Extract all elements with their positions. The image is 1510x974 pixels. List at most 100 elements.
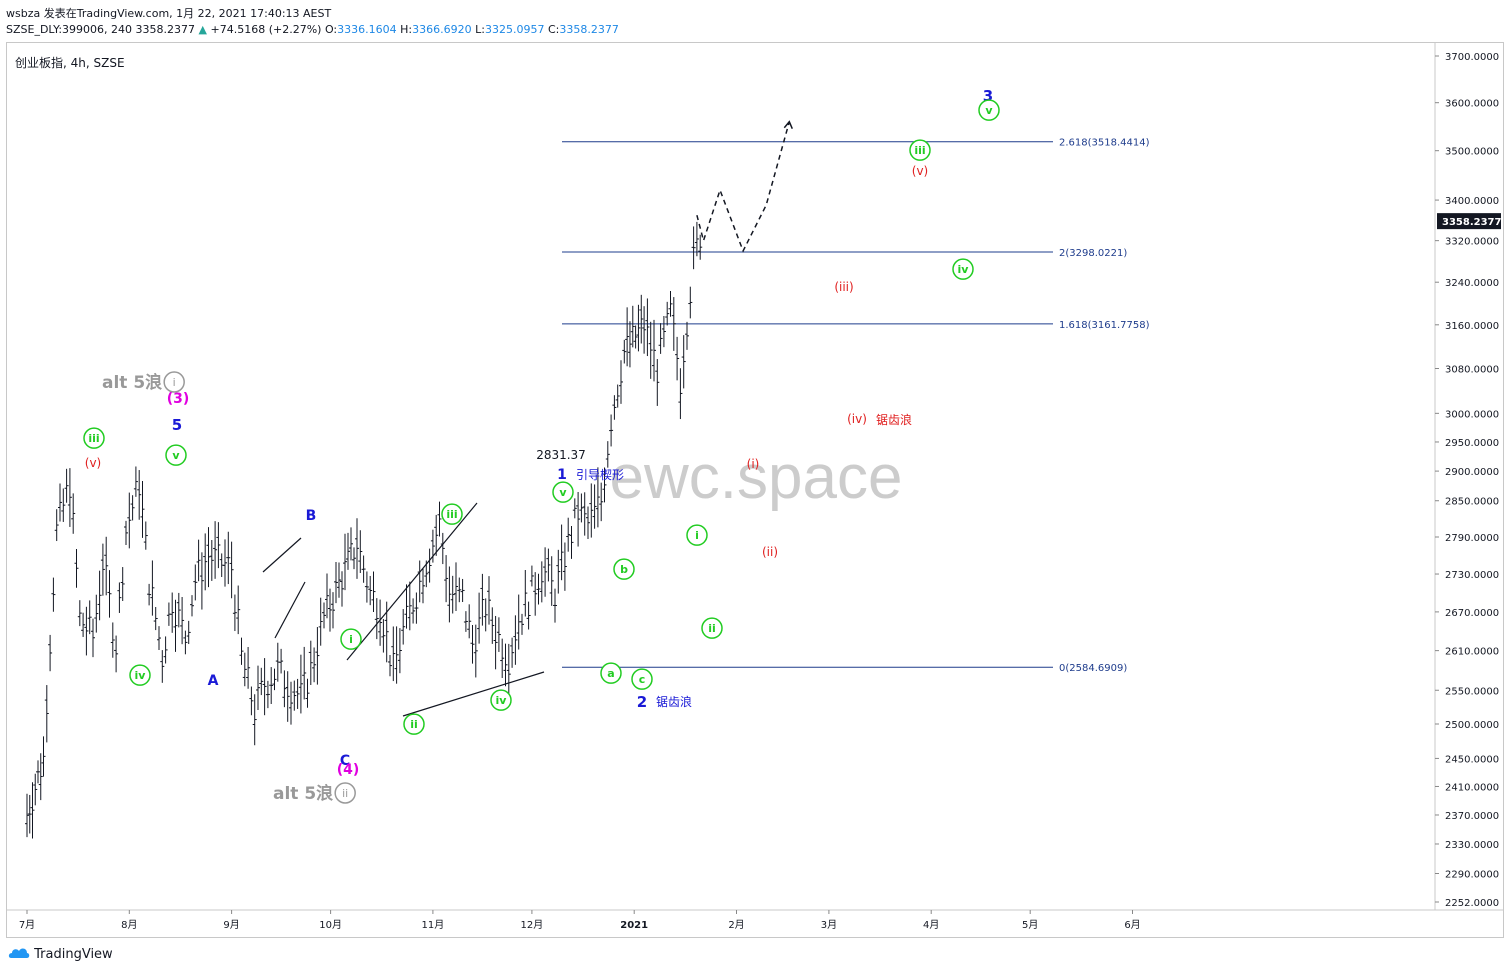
alt-wave-numeral: i — [173, 376, 176, 389]
wave-label: iii — [914, 144, 925, 157]
price-tick-label: 2670.0000 — [1445, 608, 1499, 619]
wave-label-circle — [631, 668, 653, 690]
wave-label: i — [349, 633, 353, 646]
wave-label: v — [985, 104, 993, 117]
wave-label-circle — [952, 258, 974, 280]
wave-label: ii — [708, 622, 716, 635]
time-tick-label: 10月 — [319, 919, 342, 931]
price-tick-label: 3600.0000 — [1445, 99, 1499, 110]
wave-label: 锯齿浪 — [656, 694, 692, 709]
wave-label: (v) — [85, 456, 101, 470]
price-tick-label: 2252.0000 — [1445, 898, 1499, 909]
wave-label: 2831.37 — [536, 448, 586, 462]
price-tick-label: 3000.0000 — [1445, 409, 1499, 420]
time-tick-label: 5月 — [1022, 919, 1038, 931]
price-tick-label: 2370.0000 — [1445, 811, 1499, 822]
time-tick-label: 9月 — [223, 919, 239, 931]
price-tick-label: 3320.0000 — [1445, 237, 1499, 248]
price-tick-label: 2730.0000 — [1445, 570, 1499, 581]
open-label: O: — [324, 23, 338, 36]
wave-label-circle — [686, 524, 708, 546]
price-tick-label: 3700.0000 — [1445, 52, 1499, 63]
price-tick-label: 3400.0000 — [1445, 196, 1499, 207]
low-label: L: — [475, 23, 485, 36]
wave-label: iv — [958, 263, 970, 276]
trendline — [262, 537, 302, 573]
wave-label: (ii) — [762, 545, 778, 559]
trendline — [402, 671, 545, 717]
last-price-label: 3358.2377 — [1442, 217, 1502, 228]
wave-label-circle — [600, 662, 622, 684]
wave-label: v — [172, 449, 180, 462]
wave-label: 5 — [172, 416, 182, 434]
wave-label: a — [607, 667, 614, 680]
price-tick-label: 2790.0000 — [1445, 533, 1499, 544]
price-tick-label: 2410.0000 — [1445, 782, 1499, 793]
time-tick-label: 7月 — [19, 919, 35, 931]
wave-label: (v) — [912, 164, 928, 178]
wave-label-circle — [165, 444, 187, 466]
trendline — [346, 502, 478, 661]
fib-level-label: 0(2584.6909) — [1059, 663, 1127, 674]
price-tick-label: 3160.0000 — [1445, 321, 1499, 332]
alt-wave-numeral: ii — [342, 787, 348, 800]
high-value: 3366.6920 — [412, 23, 472, 36]
wave-label: alt 5浪 — [102, 372, 162, 393]
price-tick-label: 3500.0000 — [1445, 147, 1499, 158]
last-value: 3358.2377 — [135, 23, 196, 36]
wave-label-circle — [701, 617, 723, 639]
wave-label-circle — [403, 713, 425, 735]
wave-label: 2 — [637, 693, 647, 711]
price-tick-label: 2500.0000 — [1445, 720, 1499, 731]
alt-wave-circle — [334, 782, 356, 804]
wave-label-circle — [909, 139, 931, 161]
tradingview-brand[interactable]: TradingView — [8, 946, 113, 963]
open-value: 3336.1604 — [337, 23, 397, 36]
time-tick-label: 4月 — [923, 919, 939, 931]
wave-label-circle — [129, 664, 151, 686]
close-label: C: — [547, 23, 560, 36]
time-tick-label: 11月 — [422, 919, 445, 931]
fib-level-label: 1.618(3161.7758) — [1059, 320, 1150, 331]
wave-label: (3) — [167, 391, 190, 407]
wave-label: C — [340, 753, 350, 769]
trendline — [274, 581, 306, 639]
symbol-label: SZSE_DLY:399006, 240 — [6, 23, 133, 36]
wave-label-circle — [441, 503, 463, 525]
fib-level-label: 2(3298.0221) — [1059, 248, 1127, 259]
wave-label: iv — [496, 694, 508, 707]
wave-label: c — [639, 673, 646, 686]
last-price-tag — [1437, 213, 1501, 230]
wave-label: iii — [446, 508, 457, 521]
price-tick-label: 2290.0000 — [1445, 869, 1499, 880]
price-tick-label: 2450.0000 — [1445, 754, 1499, 765]
chart-frame[interactable]: 3700.0000 3600.0000 3500.0000 3400.0000 3320… — [6, 42, 1504, 938]
wave-label-circle — [340, 628, 362, 650]
time-tick-label: 8月 — [121, 919, 137, 931]
wave-label-circle — [613, 558, 635, 580]
wave-label: iv — [135, 669, 147, 682]
alt-wave-circle — [163, 371, 185, 393]
wave-label: ii — [410, 718, 418, 731]
time-tick-label: 2月 — [728, 919, 744, 931]
wave-label: 3 — [983, 87, 993, 105]
wave-label: v — [559, 486, 567, 499]
price-tick-label: 2850.0000 — [1445, 497, 1499, 508]
wave-label: (iv) — [847, 412, 867, 426]
projection-path — [696, 121, 791, 253]
tradingview-label: TradingView — [34, 947, 113, 962]
wave-label: (iii) — [834, 280, 853, 294]
time-tick-label: 2021 — [620, 920, 648, 931]
wave-label: alt 5浪 — [273, 783, 333, 804]
change-value: +74.5168 (+2.27%) — [210, 23, 322, 36]
time-tick-label: 6月 — [1124, 919, 1140, 931]
ohlc-legend: SZSE_DLY:399006, 240 3358.2377 ▲ +74.516… — [6, 23, 619, 36]
price-chart[interactable]: 3700.0000 3600.0000 3500.0000 3400.0000 3320… — [7, 43, 1503, 937]
wave-label-circle — [978, 99, 1000, 121]
projection-arrowhead — [783, 120, 793, 130]
wave-label: B — [306, 508, 317, 524]
wave-label: (4) — [337, 762, 360, 778]
price-tick-label: 3080.0000 — [1445, 364, 1499, 375]
chart-title: 创业板指, 4h, SZSE — [15, 56, 125, 70]
close-value: 3358.2377 — [559, 23, 619, 36]
